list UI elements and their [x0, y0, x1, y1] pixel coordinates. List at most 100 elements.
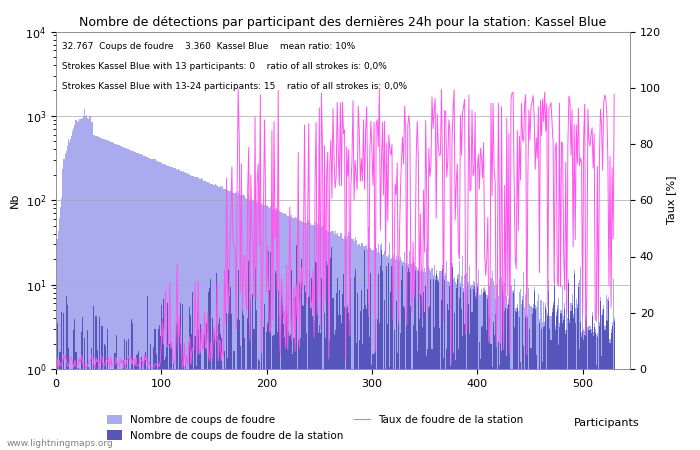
Bar [608, 301, 610, 450]
Bar [599, 326, 600, 450]
Bar [148, 369, 149, 450]
Bar [448, 281, 449, 450]
Bar [211, 369, 212, 450]
Bar [377, 319, 378, 450]
Bar [523, 346, 524, 450]
Bar [402, 262, 403, 450]
Bar [243, 315, 244, 450]
Bar [66, 151, 67, 450]
Bar [339, 290, 340, 450]
Bar [248, 194, 249, 450]
Bar [540, 369, 541, 450]
Bar [393, 330, 395, 450]
Bar [212, 184, 214, 450]
Bar [309, 222, 310, 450]
Bar [536, 306, 537, 450]
Bar [208, 292, 209, 450]
Bar [305, 292, 306, 450]
Bar [226, 190, 227, 450]
Bar [82, 117, 83, 450]
Bar [542, 322, 543, 450]
Taux de foudre de la station [480, 140, 488, 145]
Bar [272, 336, 274, 450]
Bar [568, 284, 569, 450]
Bar [146, 157, 147, 450]
Bar [102, 326, 103, 450]
Bar [64, 159, 65, 450]
Bar [248, 261, 249, 450]
Bar [138, 351, 139, 450]
Bar [402, 266, 403, 450]
Bar [556, 316, 557, 450]
Bar [366, 310, 368, 450]
Bar [567, 369, 568, 450]
Bar [408, 264, 409, 450]
Bar [554, 326, 556, 450]
Bar [188, 369, 189, 450]
Line: Taux de foudre de la station: Taux de foudre de la station [57, 89, 614, 369]
Bar [554, 330, 556, 450]
Bar [399, 261, 400, 450]
Bar [439, 328, 440, 450]
Bar [581, 337, 582, 450]
Bar [302, 222, 303, 450]
Bar [304, 223, 305, 450]
Bar [239, 194, 240, 450]
Y-axis label: Nb: Nb [10, 193, 20, 208]
Bar [303, 306, 304, 450]
Bar [437, 280, 438, 450]
Bar [355, 269, 356, 450]
Bar [545, 303, 546, 450]
Bar [589, 330, 591, 450]
Bar [262, 369, 263, 450]
Bar [91, 122, 92, 450]
Bar [476, 289, 477, 450]
Bar [94, 369, 95, 450]
Bar [288, 332, 289, 450]
Bar [159, 325, 160, 450]
Bar [145, 157, 146, 450]
Bar [239, 320, 240, 450]
Bar [518, 369, 519, 450]
Bar [95, 315, 97, 450]
Bar [591, 333, 592, 450]
Bar [358, 369, 359, 450]
Bar [314, 221, 316, 450]
Bar [93, 135, 95, 450]
Bar [377, 252, 378, 450]
Bar [443, 277, 444, 450]
Bar [169, 344, 170, 450]
Bar [103, 139, 104, 450]
Bar [404, 252, 405, 450]
Bar [204, 334, 205, 450]
Bar [362, 344, 363, 450]
Bar [157, 161, 158, 450]
Bar [290, 217, 291, 450]
Bar [499, 365, 500, 450]
Bar [526, 315, 527, 450]
Bar [425, 286, 426, 450]
Bar [395, 301, 397, 450]
Bar [533, 287, 535, 450]
Bar [351, 369, 353, 450]
Bar [102, 139, 103, 450]
Bar [341, 233, 342, 450]
Bar [241, 369, 242, 450]
Bar [258, 202, 259, 450]
Bar [110, 142, 111, 450]
Bar [431, 349, 433, 450]
Bar [325, 231, 326, 450]
Bar [160, 336, 161, 450]
Bar [354, 277, 355, 450]
Bar [405, 263, 406, 450]
Bar [364, 246, 365, 450]
Bar [298, 218, 299, 450]
Bar [59, 351, 60, 450]
Bar [404, 308, 405, 450]
Bar [366, 246, 368, 450]
Bar [368, 304, 370, 450]
Bar [60, 207, 61, 450]
Bar [454, 360, 456, 450]
Bar [462, 337, 463, 450]
Bar [278, 291, 279, 450]
